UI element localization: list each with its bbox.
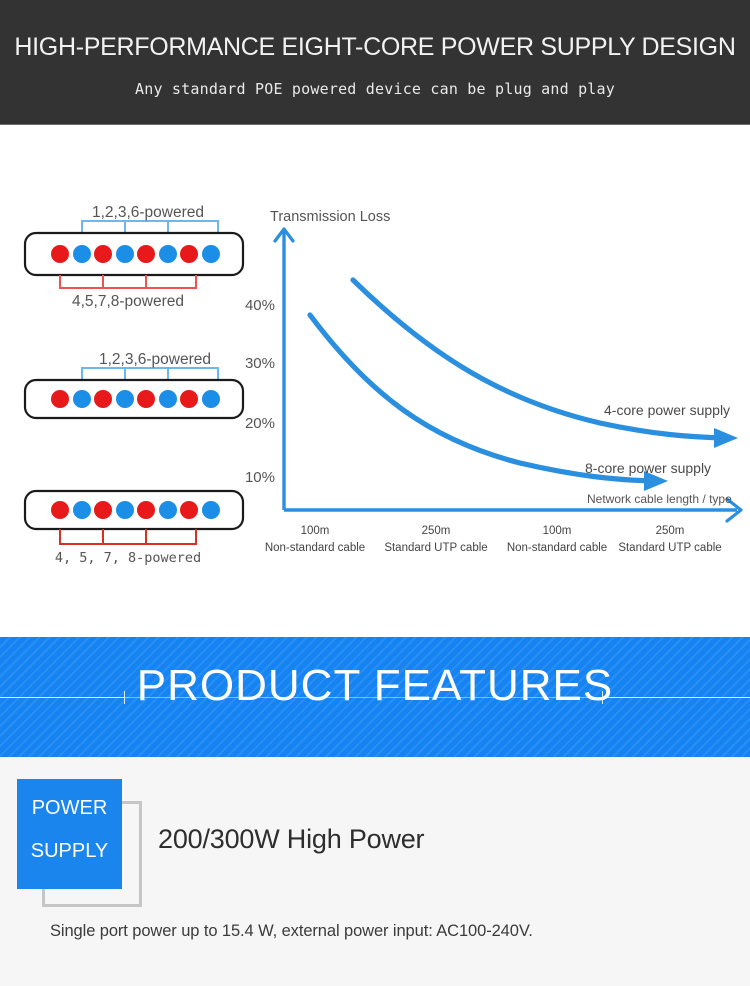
- page-header: HIGH-PERFORMANCE EIGHT-CORE POWER SUPPLY…: [0, 0, 750, 125]
- curve-label-4-core: 4-core power supply: [604, 402, 730, 418]
- connector-diagram-1: 1,2,3,6-powered 4,5,7,8-powered: [23, 204, 245, 310]
- x-tick-top-3: 100m: [543, 525, 572, 537]
- connector-pins-3: [51, 501, 220, 519]
- banner-title: PRODUCT FEATURES: [136, 661, 614, 710]
- y-tick-label-20: 20%: [245, 415, 275, 432]
- x-tick-top-1: 100m: [301, 525, 330, 537]
- x-tick-bottom-1: Non-standard cable: [265, 542, 365, 554]
- banner-baseline: [0, 697, 750, 698]
- product-features-banner: PRODUCT FEATURES: [0, 637, 750, 757]
- y-tick-labels: 40% 30% 20% 10%: [245, 297, 275, 486]
- y-tick-label-30: 30%: [245, 355, 275, 372]
- power-supply-badge-group: POWER SUPPLY: [17, 779, 145, 907]
- feature-headline: 200/300W High Power: [158, 824, 425, 854]
- page-subtitle: Any standard POE powered device can be p…: [135, 80, 615, 98]
- page-title: HIGH-PERFORMANCE EIGHT-CORE POWER SUPPLY…: [14, 33, 736, 61]
- connector-label-top-1: 1,2,3,6-powered: [92, 204, 204, 221]
- x-tick-bottom-4: Standard UTP cable: [618, 542, 721, 554]
- poe-diagram-and-chart: 1,2,3,6-powered 4,5,7,8-powered 1,2,3,6-…: [23, 204, 743, 566]
- feature-section: POWER SUPPLY 200/300W High Power Single …: [0, 757, 750, 986]
- connector-label-bottom-3: 4, 5, 7, 8-powered: [55, 550, 201, 566]
- connector-pins-2: [51, 390, 220, 408]
- bracket-top-blue-1: [81, 220, 219, 233]
- curve-label-8-core: 8-core power supply: [585, 460, 711, 476]
- y-tick-label-40: 40%: [245, 297, 275, 314]
- curve-4-core-arrow-icon: [714, 428, 738, 448]
- connector-diagram-2: 1,2,3,6-powered: [23, 351, 245, 420]
- x-tick-bottom-2: Standard UTP cable: [384, 542, 487, 554]
- x-tick-bottom-3: Non-standard cable: [507, 542, 607, 554]
- y-axis-title: Transmission Loss: [270, 209, 390, 225]
- y-axis-arrow-icon: [273, 227, 295, 243]
- bracket-top-blue-2: [81, 367, 219, 380]
- curve-8-core-arrow-icon: [644, 471, 668, 491]
- power-supply-badge: POWER SUPPLY: [17, 779, 122, 889]
- chart-curves: [307, 277, 725, 484]
- banner-tick-right: [602, 691, 603, 704]
- bracket-bottom-red-1: [59, 275, 197, 289]
- x-tick-top-4: 250m: [656, 525, 685, 537]
- banner-rule-right: [602, 697, 750, 698]
- chart-axes: [273, 227, 743, 523]
- badge-label-line-2: SUPPLY: [30, 840, 109, 862]
- y-tick-label-10: 10%: [245, 469, 275, 486]
- bracket-bottom-red-3: [59, 529, 197, 545]
- feature-description: Single port power up to 15.4 W, external…: [50, 922, 533, 940]
- x-tick-labels: 100m Non-standard cable 250m Standard UT…: [265, 525, 722, 554]
- x-axis-arrow-icon: [725, 497, 743, 523]
- curve-4-core: [350, 277, 725, 441]
- connector-pins-1: [51, 245, 220, 263]
- curve-8-core: [307, 312, 655, 484]
- diagram-stage: 1,2,3,6-powered 4,5,7,8-powered 1,2,3,6-…: [0, 125, 750, 637]
- banner-rule-left: [0, 697, 124, 698]
- banner-tick-left: [124, 691, 125, 704]
- x-tick-top-2: 250m: [422, 525, 451, 537]
- x-axis-title: Network cable length / type: [587, 492, 732, 506]
- connector-diagram-3: 4, 5, 7, 8-powered: [23, 489, 245, 566]
- badge-label-line-1: POWER: [31, 797, 108, 819]
- connector-label-top-2: 1,2,3,6-powered: [99, 351, 211, 368]
- connector-label-bottom-1: 4,5,7,8-powered: [72, 293, 184, 310]
